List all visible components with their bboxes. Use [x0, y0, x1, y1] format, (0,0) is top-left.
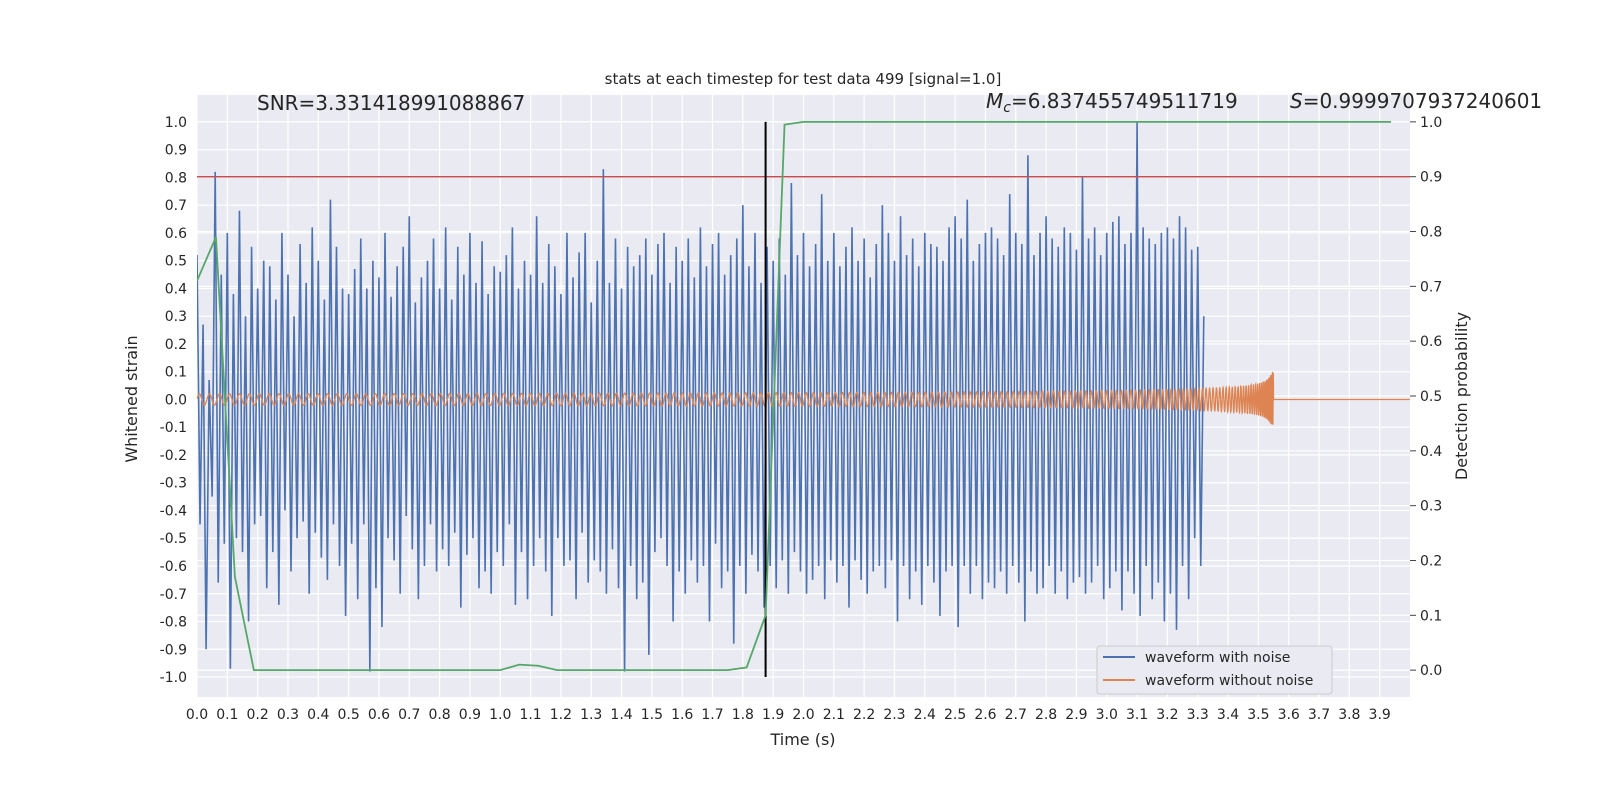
- x-tick-label: 2.4: [914, 707, 936, 723]
- x-tick-label: 0.7: [398, 707, 420, 723]
- y-tick-label: -0.9: [160, 642, 187, 658]
- x-tick-label: 3.1: [1126, 707, 1148, 723]
- y-right-tick-label: 0.7: [1420, 279, 1442, 295]
- x-tick-label: 3.8: [1338, 707, 1360, 723]
- y-tick-label: -0.4: [160, 503, 187, 519]
- x-tick-label: 1.5: [641, 707, 663, 723]
- y-axis-right-ticks: 0.0 0.1 0.2 0.3 0.4 0.5 0.6 0.7 0.8 0.9 1.0: [1410, 115, 1442, 679]
- legend: waveform with noise waveform without noi…: [1096, 645, 1333, 695]
- y-tick-label: 0.3: [165, 309, 187, 325]
- x-tick-label: 0.6: [368, 707, 390, 723]
- x-tick-label: 2.7: [1005, 707, 1027, 723]
- x-tick-label: 1.2: [550, 707, 572, 723]
- x-tick-label: 0.1: [216, 707, 238, 723]
- x-tick-label: 0.4: [307, 707, 329, 723]
- x-tick-label: 3.2: [1156, 707, 1178, 723]
- series-waveform-with-noise: [197, 121, 1205, 672]
- y-tick-label: 0.9: [165, 143, 187, 159]
- x-tick-label: 2.1: [823, 707, 845, 723]
- x-tick-label: 2.6: [974, 707, 996, 723]
- mc-symbol: M: [986, 89, 1003, 113]
- y-right-tick-label: 0.8: [1420, 225, 1442, 241]
- y-tick-label: -1.0: [160, 670, 187, 686]
- x-axis-label: Time (s): [769, 730, 835, 749]
- y-axis-label: Whitened strain: [122, 335, 141, 462]
- legend-label-clean: waveform without noise: [1145, 673, 1313, 689]
- mc-subscript: c: [1003, 100, 1011, 116]
- chirp-mass-annotation: Mc=6.837455749511719: [986, 89, 1238, 116]
- x-tick-label: 1.6: [671, 707, 693, 723]
- x-tick-label: 1.4: [610, 707, 632, 723]
- x-tick-label: 0.0: [186, 707, 208, 723]
- y-tick-label: 0.6: [165, 226, 187, 242]
- snr-annotation: SNR=3.331418991088867: [257, 91, 525, 115]
- x-tick-label: 1.0: [489, 707, 511, 723]
- y-axis-ticks: -1.0 -0.9 -0.8 -0.7 -0.6 -0.5 -0.4 -0.3 -0.2 -0.1…: [160, 115, 187, 686]
- x-tick-label: 3.6: [1278, 707, 1300, 723]
- x-tick-label: 3.4: [1217, 707, 1239, 723]
- y-tick-label: 0.4: [165, 281, 187, 297]
- score-annotation: S=0.9999707937240601: [1290, 89, 1542, 113]
- x-axis-ticks: 0.0 0.1 0.2 0.3 0.4 0.5 0.6 0.7 0.8 0.9 1.0 1.1 1.2 1…: [186, 707, 1391, 723]
- s-symbol: S: [1290, 89, 1303, 113]
- x-tick-label: 3.0: [1096, 707, 1118, 723]
- x-tick-label: 1.1: [519, 707, 541, 723]
- series-waveform-without-noise: [197, 371, 1410, 425]
- y-right-tick-label: 0.5: [1420, 389, 1442, 405]
- y-right-tick-label: 0.4: [1420, 444, 1442, 460]
- x-tick-label: 0.3: [277, 707, 299, 723]
- x-tick-label: 2.2: [853, 707, 875, 723]
- y-right-tick-label: 0.6: [1420, 334, 1442, 350]
- y-axis-right-label: Detection probability: [1452, 312, 1471, 480]
- x-tick-label: 0.8: [428, 707, 450, 723]
- x-tick-label: 2.5: [944, 707, 966, 723]
- x-tick-label: 2.0: [792, 707, 814, 723]
- x-tick-label: 3.5: [1247, 707, 1269, 723]
- y-tick-label: -0.8: [160, 615, 187, 631]
- mc-value: =6.837455749511719: [1011, 89, 1238, 113]
- x-tick-label: 0.9: [459, 707, 481, 723]
- x-tick-label: 3.9: [1369, 707, 1391, 723]
- x-tick-label: 2.9: [1065, 707, 1087, 723]
- y-tick-label: 0.5: [165, 254, 187, 270]
- x-tick-label: 1.8: [732, 707, 754, 723]
- y-tick-label: 0.7: [165, 198, 187, 214]
- y-tick-label: 0.1: [165, 365, 187, 381]
- y-right-tick-label: 0.0: [1420, 663, 1442, 679]
- y-right-tick-label: 1.0: [1420, 115, 1442, 131]
- x-tick-label: 1.7: [701, 707, 723, 723]
- x-tick-label: 0.5: [337, 707, 359, 723]
- x-tick-label: 3.7: [1308, 707, 1330, 723]
- x-tick-label: 3.3: [1187, 707, 1209, 723]
- y-right-tick-label: 0.1: [1420, 608, 1442, 624]
- y-tick-label: 0.0: [165, 392, 187, 408]
- y-tick-label: -0.7: [160, 587, 187, 603]
- y-right-tick-label: 0.9: [1420, 170, 1442, 186]
- x-tick-label: 0.2: [247, 707, 269, 723]
- x-tick-label: 2.3: [883, 707, 905, 723]
- y-tick-label: 1.0: [165, 115, 187, 131]
- x-tick-label: 1.3: [580, 707, 602, 723]
- x-tick-label: 2.8: [1035, 707, 1057, 723]
- y-tick-label: -0.5: [160, 531, 187, 547]
- chart-title: stats at each timestep for test data 499…: [605, 70, 1002, 88]
- y-tick-label: -0.1: [160, 420, 187, 436]
- y-tick-label: 0.2: [165, 337, 187, 353]
- x-tick-label: 1.9: [762, 707, 784, 723]
- y-tick-label: -0.3: [160, 476, 187, 492]
- legend-box: [1096, 645, 1333, 695]
- y-right-tick-label: 0.3: [1420, 499, 1442, 515]
- y-tick-label: -0.2: [160, 448, 187, 464]
- y-tick-label: 0.8: [165, 170, 187, 186]
- y-tick-label: -0.6: [160, 559, 187, 575]
- y-right-tick-label: 0.2: [1420, 553, 1442, 569]
- series-detection-probability: [197, 120, 1392, 672]
- s-value: =0.9999707937240601: [1303, 89, 1542, 113]
- legend-label-noisy: waveform with noise: [1145, 650, 1290, 666]
